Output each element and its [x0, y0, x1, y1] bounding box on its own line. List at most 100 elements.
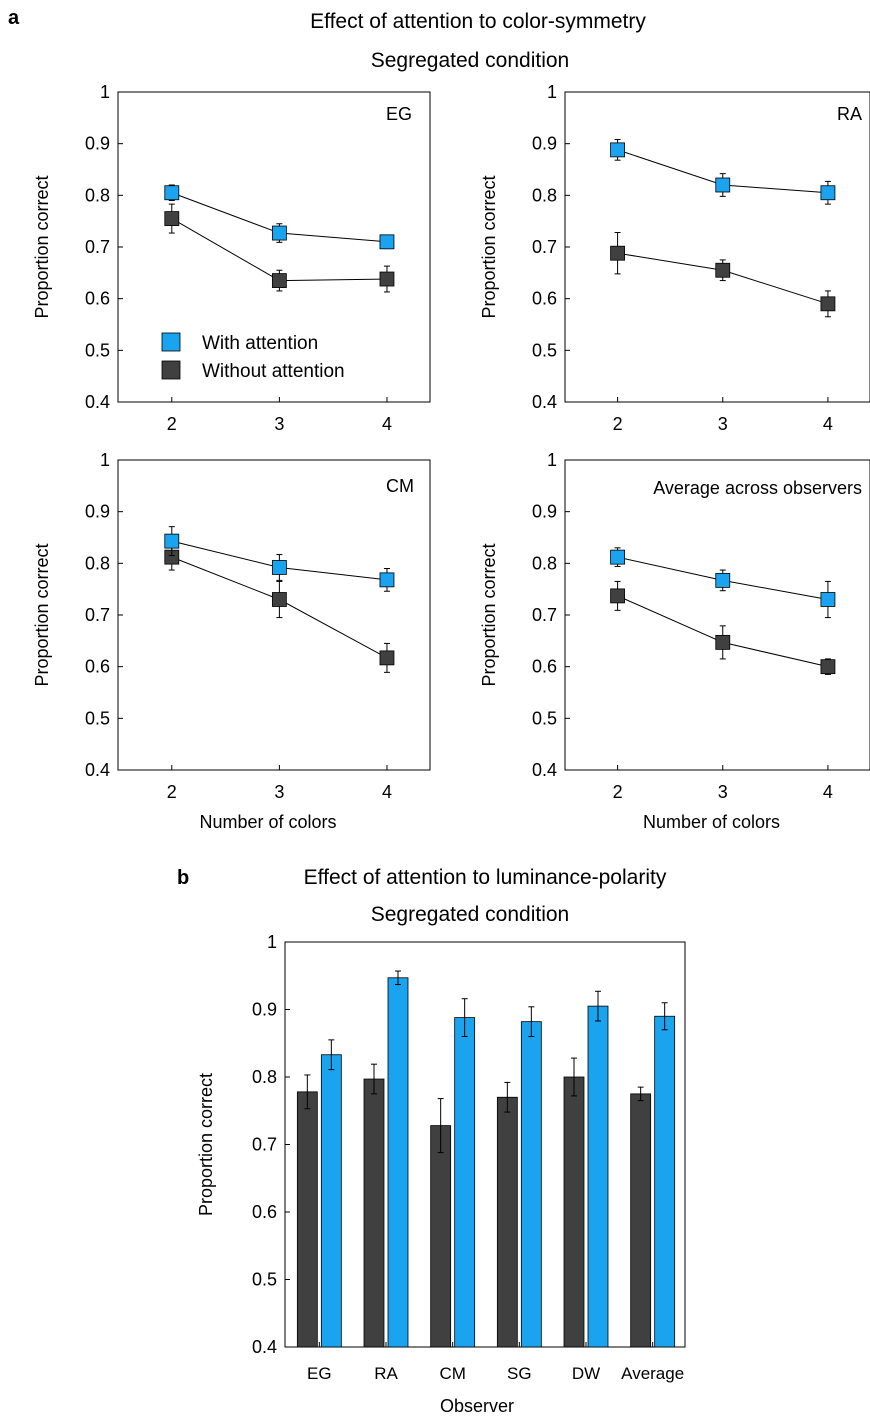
y-tick-label: 0.5 [252, 1270, 277, 1290]
bar-with-attention-eg [320, 1054, 342, 1348]
data-point-without-attention [610, 588, 625, 604]
y-tick-label: 0.5 [85, 708, 110, 728]
panel-label: CM [386, 476, 414, 496]
figure-a-subtitle: Segregated condition [371, 49, 570, 72]
data-point-without-attention [820, 659, 836, 675]
data-point-with-attention [820, 592, 836, 607]
y-axis-label: Proportion correct [196, 1073, 216, 1216]
y-tick-label: 0.6 [252, 1202, 277, 1222]
y-tick-label: 0.7 [252, 1135, 277, 1155]
data-point-without-attention [271, 273, 287, 288]
legend-swatch-without-attention [161, 360, 181, 380]
y-tick-label: 1 [100, 82, 110, 102]
y-tick-label: 1 [547, 450, 557, 470]
data-point-with-attention [715, 177, 731, 193]
panel-letter-a: a [8, 7, 20, 29]
y-tick-label: 0.8 [252, 1067, 277, 1087]
x-tick-label: 3 [718, 782, 728, 802]
x-tick-label: 3 [274, 414, 284, 434]
y-tick-label: 0.4 [532, 392, 557, 412]
x-tick-label: 4 [823, 414, 833, 434]
legend-label-without-attention: Without attention [202, 361, 345, 382]
bar-without-attention-ra [363, 1078, 385, 1348]
plot-frame [564, 459, 870, 771]
data-point-with-attention [820, 185, 836, 201]
x-tick-label: 2 [167, 414, 177, 434]
data-point-with-attention [271, 560, 287, 575]
panel-label: Average across observers [653, 478, 862, 498]
line-chart-average-across-observers: 0.4 0.5 0.6 0.7 0.8 0.9 1 2 3 4 Proportion correct… [479, 450, 870, 832]
x-tick-label: RA [374, 1364, 398, 1383]
data-point-with-attention [271, 225, 287, 241]
x-tick-label: CM [439, 1364, 465, 1383]
y-tick-label: 0.7 [532, 237, 557, 257]
x-axis-label: Number of colors [643, 812, 780, 832]
x-tick-label: 3 [274, 782, 284, 802]
data-point-without-attention [379, 650, 395, 666]
data-point-with-attention [164, 533, 180, 549]
figure-b-title: Effect of attention to luminance-polarit… [304, 866, 667, 889]
x-tick-label: SG [507, 1364, 532, 1383]
bar-without-attention-sg [496, 1096, 518, 1348]
y-tick-label: 0.7 [85, 605, 110, 625]
data-point-with-attention [610, 142, 625, 158]
y-tick-label: 0.6 [532, 289, 557, 309]
figure-a-title: Effect of attention to color-symmetry [310, 10, 646, 33]
bar-without-attention-average [630, 1093, 652, 1348]
data-point-without-attention [379, 271, 395, 287]
x-axis-label: Number of colors [199, 812, 336, 832]
y-tick-label: 0.4 [532, 760, 557, 780]
data-point-without-attention [715, 262, 731, 278]
y-tick-label: 0.9 [532, 134, 557, 154]
x-axis-label: Observer [440, 1396, 514, 1416]
x-tick-label: 3 [718, 414, 728, 434]
y-tick-label: 0.7 [532, 605, 557, 625]
x-tick-label: 4 [382, 414, 392, 434]
figure-b-subtitle: Segregated condition [371, 903, 570, 926]
data-point-without-attention [820, 296, 836, 312]
x-tick-label: 4 [382, 782, 392, 802]
x-tick-label: 2 [167, 782, 177, 802]
y-tick-label: 0.4 [85, 392, 110, 412]
y-tick-label: 0.9 [252, 1000, 277, 1020]
bar-with-attention-cm [454, 1017, 476, 1348]
data-point-with-attention [379, 234, 395, 250]
x-tick-label: 2 [613, 414, 623, 434]
data-point-without-attention [610, 245, 625, 261]
y-axis-label: Proportion correct [32, 175, 52, 318]
line-chart-eg: 0.4 0.5 0.6 0.7 0.8 0.9 1 2 3 4 Proportion correct… [32, 82, 431, 434]
x-tick-label: EG [307, 1364, 332, 1383]
y-tick-label: 0.9 [85, 134, 110, 154]
data-point-with-attention [715, 572, 731, 588]
data-point-without-attention [164, 211, 180, 226]
y-tick-label: 1 [100, 450, 110, 470]
y-tick-label: 0.5 [532, 708, 557, 728]
data-point-without-attention [271, 592, 287, 607]
bar-with-attention-average [654, 1015, 676, 1348]
x-tick-label: 4 [823, 782, 833, 802]
y-tick-label: 0.8 [532, 185, 557, 205]
y-tick-label: 0.6 [85, 657, 110, 677]
bar-with-attention-dw [587, 1005, 609, 1348]
line-chart-ra: 0.4 0.5 0.6 0.7 0.8 0.9 1 2 3 4 Proportion correct… [479, 82, 870, 434]
bar-with-attention-ra [387, 977, 409, 1348]
bar-chart-luminance-polarity: 0.4 0.5 0.6 0.7 0.8 0.9 1 EG RA CM SG DW Average Prop… [196, 932, 686, 1416]
panel-label: EG [386, 104, 412, 124]
bar-without-attention-cm [430, 1125, 452, 1348]
legend-swatch-with-attention [161, 332, 181, 352]
plot-frame [284, 941, 686, 1348]
data-point-with-attention [379, 572, 395, 588]
y-tick-label: 0.4 [85, 760, 110, 780]
y-tick-label: 0.9 [532, 502, 557, 522]
y-tick-label: 0.8 [85, 185, 110, 205]
plot-frame [117, 459, 431, 771]
data-point-with-attention [610, 549, 625, 565]
bar-without-attention-dw [563, 1076, 585, 1348]
x-tick-label: Average [621, 1364, 684, 1383]
y-tick-label: 0.8 [85, 553, 110, 573]
legend: With attention Without attention [161, 332, 345, 382]
y-axis-label: Proportion correct [479, 175, 499, 318]
y-tick-label: 0.6 [532, 657, 557, 677]
y-tick-label: 0.6 [85, 289, 110, 309]
